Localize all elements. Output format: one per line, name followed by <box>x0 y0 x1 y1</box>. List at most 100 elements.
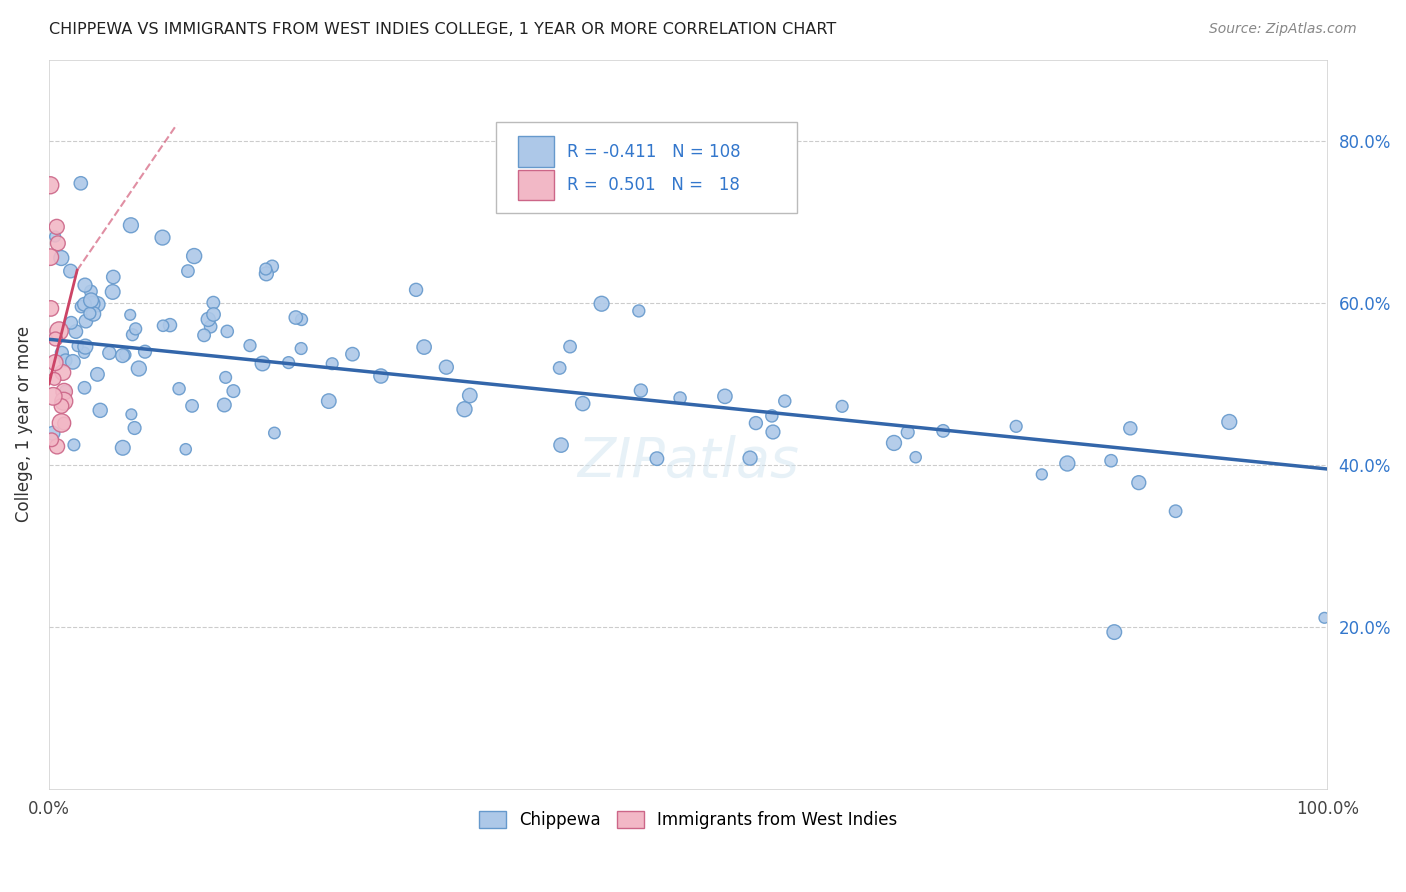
Point <box>51 416 73 430</box>
Point <box>738 451 761 466</box>
Point <box>262 260 284 274</box>
Point <box>174 442 197 457</box>
Point <box>55 353 77 368</box>
Point <box>73 345 96 359</box>
Point <box>114 348 136 362</box>
Point <box>254 262 277 277</box>
Point <box>405 283 427 297</box>
Point <box>1104 625 1126 640</box>
Legend: Chippewa, Immigrants from West Indies: Chippewa, Immigrants from West Indies <box>472 804 904 836</box>
Point <box>44 229 66 244</box>
Point <box>290 342 312 356</box>
Point <box>167 382 190 396</box>
Point <box>831 400 853 414</box>
Point <box>73 297 96 311</box>
Point <box>45 219 67 234</box>
Point <box>65 325 87 339</box>
Y-axis label: College, 1 year or more: College, 1 year or more <box>15 326 32 523</box>
Point <box>1128 475 1150 490</box>
Point <box>252 357 274 371</box>
Text: Source: ZipAtlas.com: Source: ZipAtlas.com <box>1209 22 1357 37</box>
Point <box>1119 421 1142 435</box>
Point <box>44 332 66 346</box>
Point <box>73 278 96 293</box>
Point <box>1031 467 1053 482</box>
Point <box>591 297 613 311</box>
Point <box>645 451 668 466</box>
Point <box>263 425 285 440</box>
Point <box>98 346 121 360</box>
Point <box>434 360 457 375</box>
Point <box>217 324 239 338</box>
Point <box>883 436 905 450</box>
Point <box>75 340 97 354</box>
Point <box>55 384 77 398</box>
Point <box>1218 415 1240 429</box>
Point <box>159 318 181 332</box>
Point <box>52 366 75 380</box>
Point <box>1164 504 1187 518</box>
Point <box>53 384 76 399</box>
Point <box>82 297 104 311</box>
FancyBboxPatch shape <box>519 169 554 201</box>
Point <box>124 322 146 336</box>
Point <box>669 391 692 405</box>
Point <box>62 355 84 369</box>
Point <box>370 369 392 384</box>
Point <box>44 356 66 370</box>
Point <box>111 349 134 363</box>
Point <box>200 319 222 334</box>
Point <box>120 308 142 322</box>
Point <box>630 384 652 398</box>
Point <box>42 389 65 403</box>
Point <box>46 236 69 251</box>
Point <box>39 301 62 316</box>
Point <box>70 300 93 314</box>
Point <box>904 450 927 465</box>
Point <box>66 339 89 353</box>
Point <box>897 425 920 440</box>
Text: ZIPatlas: ZIPatlas <box>578 434 799 487</box>
Point <box>51 251 73 265</box>
Point <box>53 417 76 431</box>
Point <box>202 295 225 310</box>
Point <box>39 250 62 264</box>
Point <box>627 304 650 318</box>
Point <box>177 264 200 278</box>
Point <box>558 340 581 354</box>
Point <box>152 230 174 244</box>
Point <box>89 403 111 417</box>
Point <box>63 438 86 452</box>
Point <box>321 357 343 371</box>
Point <box>60 316 83 330</box>
Point <box>277 356 299 370</box>
Point <box>318 394 340 409</box>
Point <box>453 402 475 417</box>
Point <box>1005 419 1028 434</box>
Point <box>44 372 66 386</box>
Point <box>80 293 103 308</box>
Point <box>458 388 481 402</box>
Point <box>101 285 124 299</box>
Point <box>120 219 142 233</box>
Point <box>111 441 134 455</box>
Point <box>548 361 571 376</box>
Point <box>214 370 236 384</box>
Point <box>254 267 277 281</box>
Point <box>69 177 91 191</box>
Point <box>714 389 737 403</box>
Point <box>197 312 219 326</box>
Point <box>59 264 82 278</box>
Point <box>39 178 62 193</box>
Point <box>86 297 108 311</box>
Point <box>152 318 174 333</box>
Text: R = -0.411   N = 108: R = -0.411 N = 108 <box>567 143 741 161</box>
Point <box>120 407 142 421</box>
Point <box>745 416 768 430</box>
Point <box>79 306 101 320</box>
Point <box>183 249 205 263</box>
Point <box>181 399 204 413</box>
Point <box>103 270 125 285</box>
Point <box>239 338 262 352</box>
Point <box>42 426 65 441</box>
